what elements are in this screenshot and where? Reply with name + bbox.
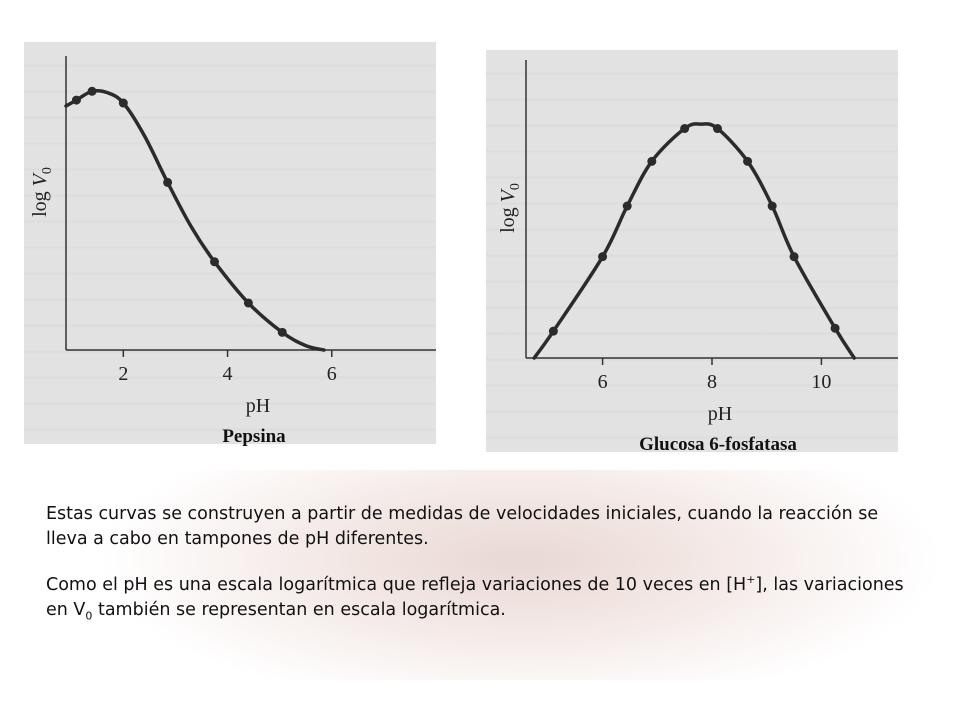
chart-1-x-tick-label-1: 8 <box>707 371 717 393</box>
chart-0-data-point-6 <box>277 327 287 337</box>
chart-1-data-point-1 <box>598 252 608 262</box>
chart-1-x-axis-label: pH <box>708 403 732 425</box>
chart-0-x-tick-label-1: 4 <box>223 363 233 385</box>
caption-text-a: Como el pH es una escala logarítmica que… <box>46 574 747 595</box>
glucosa-chart: 6 8 10 log V0 pH Glucosa 6-fosfatasa <box>497 60 898 455</box>
chart-1-data-point-3 <box>647 156 657 166</box>
chart-1-curve <box>532 122 856 360</box>
caption-text-b: ], las variaciones en V <box>46 574 904 620</box>
chart-0-data-point-1 <box>87 86 97 96</box>
chart-0-data-point-4 <box>210 257 220 267</box>
chart-1-data-point-4 <box>680 124 690 134</box>
caption-area: Estas curvas se construyen a partir de m… <box>0 470 960 680</box>
chart-0-x-axis-label: pH <box>246 395 270 417</box>
chart-0-data-point-3 <box>163 177 173 187</box>
chart-1-x-tick-label-0: 6 <box>598 371 608 393</box>
chart-1-data-point-2 <box>622 201 632 211</box>
caption-paragraph-1: Estas curvas se construyen a partir de m… <box>46 504 879 549</box>
chart-1-data-point-5 <box>712 124 722 134</box>
chart-1-data-point-7 <box>767 201 777 211</box>
chart-1-chart-title: Glucosa 6-fosfatasa <box>639 434 797 455</box>
chart-0-y-axis-label: log V0 <box>29 167 55 217</box>
caption-text-c: también se representan en escala logarít… <box>92 599 506 620</box>
chart-0-x-tick-label-2: 6 <box>327 363 337 385</box>
chart-1-data-point-6 <box>743 156 753 166</box>
chart-1-x-tick-label-2: 10 <box>811 371 831 393</box>
chart-1-data-point-8 <box>789 252 799 262</box>
caption-subscript-zero: 0 <box>85 609 93 623</box>
chart-0-data-point-0 <box>71 95 81 105</box>
chart-0-x-tick-label-0: 2 <box>118 363 128 385</box>
chart-0-chart-title: Pepsina <box>222 426 286 447</box>
chart-0-data-point-5 <box>243 298 253 308</box>
chart-1-data-point-9 <box>830 323 840 333</box>
pepsina-chart: 2 4 6 log V0 pH Pepsina <box>29 56 436 447</box>
chart-0-data-point-2 <box>118 98 128 108</box>
chart-1-y-axis-label: log V0 <box>497 183 523 233</box>
pepsina-panel: 2 4 6 log V0 pH Pepsina <box>24 42 436 447</box>
chart-0-curve <box>64 88 326 352</box>
caption-paragraph-2: Como el pH es una escala logarítmica que… <box>46 567 916 628</box>
glucosa-panel: 6 8 10 log V0 pH Glucosa 6-fosfatasa <box>486 50 898 455</box>
caption-superscript-plus: + <box>746 573 756 586</box>
chart-1-data-point-0 <box>548 326 558 336</box>
